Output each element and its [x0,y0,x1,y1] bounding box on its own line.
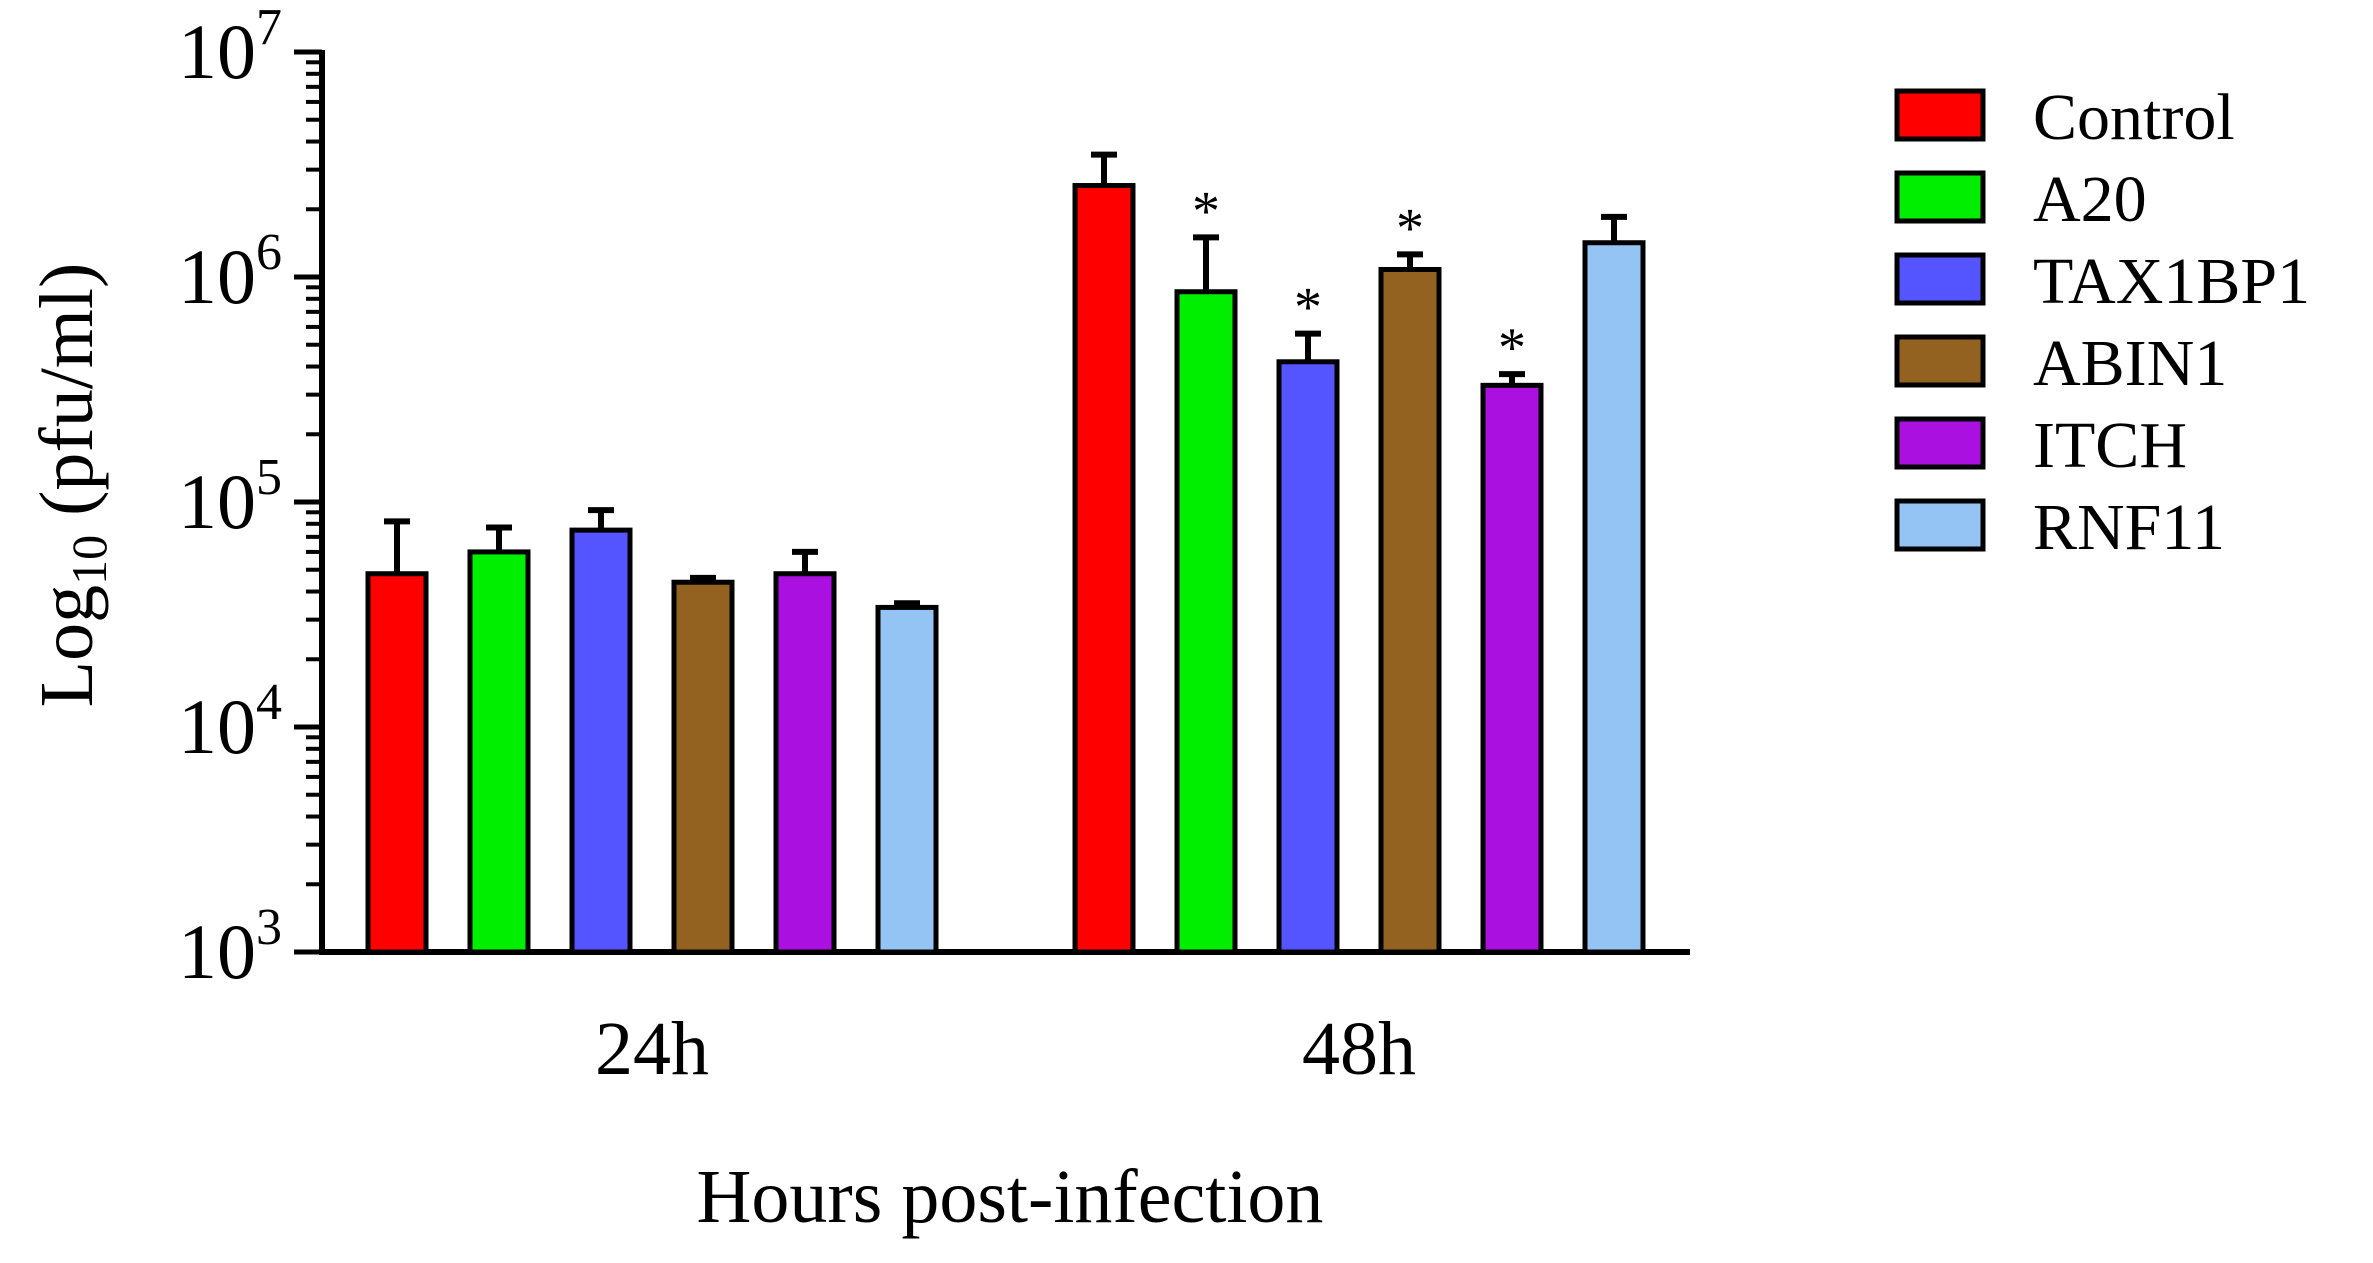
y-axis-title-suffix: (pfu/ml) [25,263,109,535]
y-tick-label: 107 [178,0,282,95]
x-tick-label: 48h [1302,1007,1416,1091]
labels-layer: Hours post-infection Log10 (pfu/ml) [25,263,1323,1239]
legend-label: ABIN1 [2033,327,2227,400]
legend-swatch [1894,416,1986,470]
bar [671,579,735,955]
legend: Control A20 TAX1BP1 ABIN1 ITCH RNF11 [1894,81,2310,564]
bars-layer: * * * * [365,151,1646,955]
bar [1072,183,1136,955]
y-axis-title: Log10 (pfu/ml) [25,263,117,708]
significance-marker: * [1294,277,1322,339]
y-axis-title-prefix: Log [25,585,109,707]
bar [1378,266,1442,955]
y-tick-label: 105 [178,449,282,545]
legend-swatch [1894,498,1986,552]
significance-marker: * [1396,197,1424,259]
legend-label: ITCH [2033,409,2187,482]
significance-marker: * [1498,317,1526,379]
bar [1582,240,1646,955]
legend-label: Control [2033,81,2235,154]
legend-swatch [1894,252,1986,306]
axes-layer: 103 104 105 106 107 24h 48h [178,0,1690,1091]
legend-swatch [1894,88,1986,142]
legend-label: TAX1BP1 [2033,245,2310,318]
significance-marker: * [1192,180,1220,242]
y-axis-title-subscript: 10 [61,535,117,585]
y-tick-label: 103 [178,899,282,995]
legend-label: A20 [2033,163,2147,236]
bar [467,549,531,955]
bar [1480,382,1544,955]
legend-label: RNF11 [2033,491,2225,564]
bar [875,604,939,955]
legend-swatch [1894,334,1986,388]
x-tick-label: 24h [595,1007,709,1091]
x-axis-title: Hours post-infection [697,1155,1324,1239]
bar [1174,289,1238,955]
legend-swatch [1894,170,1986,224]
bar [773,571,837,955]
bar [1276,359,1340,955]
bar [569,527,633,955]
y-tick-label: 104 [178,674,282,770]
bar [365,571,429,955]
y-tick-label: 106 [178,224,282,320]
